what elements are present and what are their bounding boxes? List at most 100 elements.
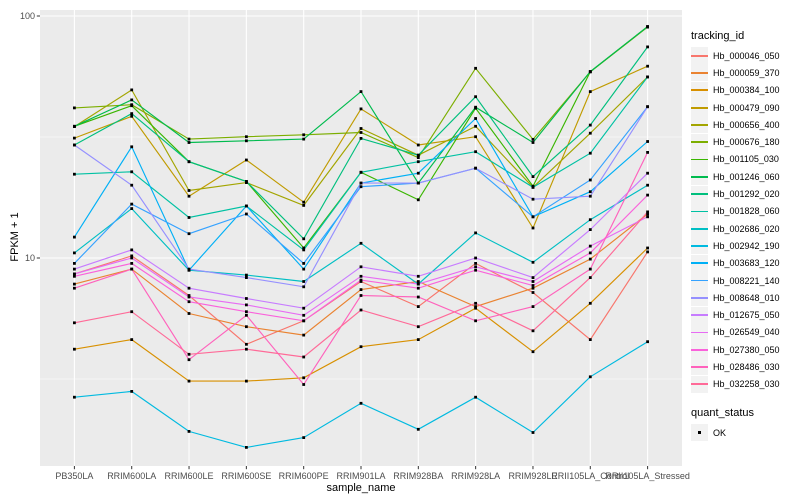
data-point bbox=[474, 268, 477, 272]
data-point bbox=[531, 431, 535, 434]
data-point bbox=[359, 127, 363, 130]
data-point bbox=[474, 301, 477, 305]
x-axis-title: sample_name bbox=[326, 482, 396, 494]
legend-item: Hb_000656_400 bbox=[691, 116, 799, 134]
legend-item: Hb_000046_050 bbox=[691, 47, 799, 65]
data-point bbox=[302, 280, 306, 283]
data-point bbox=[646, 210, 649, 214]
data-point bbox=[245, 325, 248, 329]
data-point bbox=[646, 45, 649, 49]
data-point bbox=[302, 204, 306, 207]
data-point bbox=[130, 104, 134, 108]
legend-item-label: Hb_002942_190 bbox=[713, 240, 780, 251]
data-point bbox=[646, 25, 649, 28]
data-point bbox=[73, 124, 76, 128]
data-point bbox=[187, 379, 191, 383]
data-point bbox=[130, 202, 134, 206]
legend-item-label: Hb_000059_370 bbox=[713, 67, 780, 78]
y-tick-label: 100 bbox=[19, 11, 35, 21]
data-point bbox=[302, 376, 306, 380]
data-point bbox=[588, 190, 592, 194]
data-point bbox=[588, 123, 592, 127]
data-point bbox=[646, 75, 649, 79]
data-point bbox=[73, 347, 76, 351]
legend-key-line-icon bbox=[691, 289, 708, 307]
data-point bbox=[359, 170, 363, 174]
data-point bbox=[359, 107, 363, 111]
data-point bbox=[359, 288, 363, 291]
data-point bbox=[302, 313, 306, 317]
x-tick-label: RRIM901LA bbox=[336, 471, 386, 481]
data-point bbox=[531, 291, 535, 294]
data-point bbox=[302, 237, 306, 241]
legend-title-quant-status: quant_status bbox=[691, 406, 754, 419]
data-point bbox=[416, 143, 420, 147]
data-point bbox=[474, 124, 477, 128]
legend-item: Hb_032258_030 bbox=[691, 375, 799, 393]
data-point bbox=[245, 342, 248, 346]
legend-key-line-icon bbox=[691, 64, 708, 82]
data-point bbox=[359, 278, 363, 282]
x-tick-label: RRIM600SE bbox=[221, 471, 272, 481]
data-point bbox=[245, 313, 248, 317]
data-point bbox=[130, 114, 134, 118]
data-point bbox=[474, 66, 477, 70]
legend-item: Hb_000384_100 bbox=[691, 81, 799, 99]
y-tick-label: 10 bbox=[24, 253, 35, 263]
data-point bbox=[531, 286, 535, 290]
data-point bbox=[588, 131, 592, 135]
data-point bbox=[130, 248, 134, 252]
data-point bbox=[130, 88, 134, 92]
data-point bbox=[359, 241, 363, 245]
data-point bbox=[302, 267, 306, 271]
legend-item: Hb_000059_370 bbox=[691, 64, 799, 82]
legend-title-tracking-id: tracking_id bbox=[691, 30, 745, 42]
x-tick-label: RRIM928LE bbox=[508, 471, 558, 481]
data-point bbox=[588, 70, 592, 73]
data-point bbox=[130, 338, 134, 341]
data-point bbox=[130, 98, 134, 102]
data-point bbox=[531, 175, 535, 178]
legend-key-line-icon bbox=[691, 254, 708, 272]
data-point bbox=[302, 383, 306, 386]
data-point bbox=[588, 257, 592, 261]
data-point bbox=[646, 64, 649, 68]
gridlines bbox=[40, 10, 682, 466]
data-point bbox=[646, 151, 649, 154]
data-point bbox=[646, 212, 649, 216]
data-point bbox=[359, 131, 363, 134]
data-point bbox=[130, 145, 134, 149]
data-point bbox=[359, 137, 363, 140]
data-point bbox=[588, 151, 592, 155]
x-tick-label: RRIM600PE bbox=[278, 471, 329, 481]
data-point bbox=[646, 171, 649, 175]
data-point bbox=[646, 215, 649, 219]
legend-item-label: Hb_000046_050 bbox=[713, 50, 780, 61]
data-point bbox=[474, 256, 477, 260]
data-point bbox=[588, 251, 592, 255]
data-point bbox=[130, 310, 134, 314]
data-point bbox=[73, 235, 76, 239]
data-point bbox=[302, 200, 306, 204]
data-point bbox=[359, 265, 363, 269]
data-point bbox=[646, 183, 649, 187]
data-point bbox=[359, 90, 363, 93]
data-point bbox=[416, 156, 420, 159]
legend-item-label: Hb_001292_020 bbox=[713, 189, 780, 200]
legend-key-line-icon bbox=[691, 47, 708, 65]
data-point bbox=[245, 276, 248, 279]
data-point bbox=[245, 180, 248, 183]
legend-item: Hb_002942_190 bbox=[691, 237, 799, 255]
legend-key-line-icon bbox=[691, 341, 708, 359]
data-point bbox=[73, 251, 76, 255]
legend-item-label: Hb_002686_020 bbox=[713, 223, 780, 234]
data-point bbox=[187, 194, 191, 198]
data-point bbox=[531, 197, 535, 201]
data-point bbox=[187, 160, 191, 164]
data-point bbox=[245, 158, 248, 162]
data-point bbox=[531, 284, 535, 287]
data-point bbox=[359, 345, 363, 349]
data-point bbox=[187, 232, 191, 236]
axis-ticks bbox=[36, 15, 649, 470]
